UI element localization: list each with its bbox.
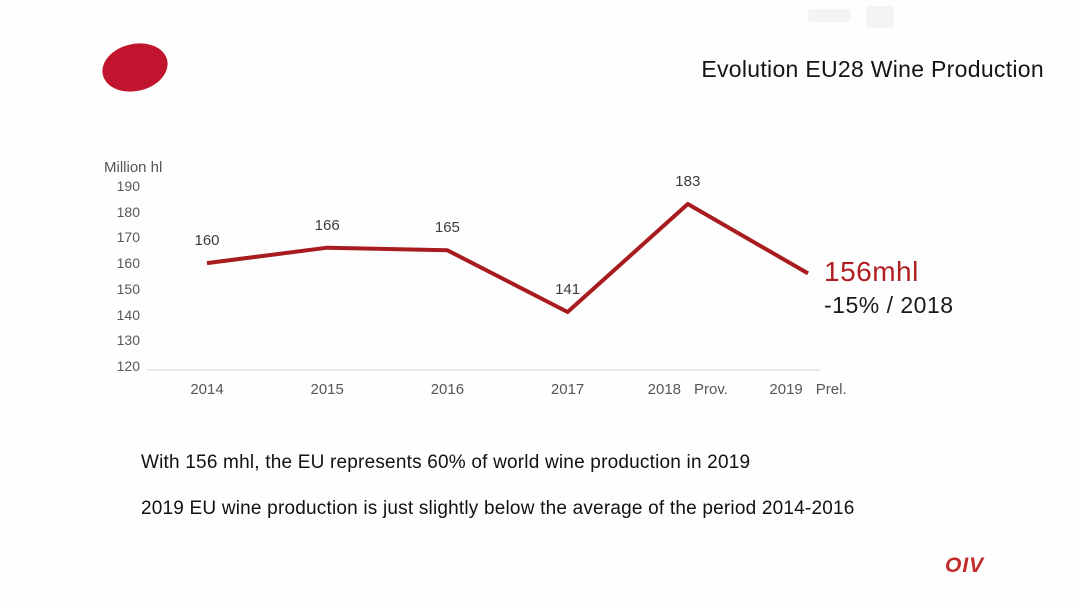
red-ellipse-logo-icon: [97, 37, 173, 98]
x-tick-year: 2018: [647, 381, 682, 398]
x-tick-suffix: Prel.: [815, 381, 847, 398]
x-axis-tick-label: 2017: [508, 381, 628, 398]
x-axis-tick-label: 2015: [267, 381, 387, 398]
y-axis-tick-label: 190: [116, 178, 140, 194]
x-tick-year: 2017: [550, 381, 585, 398]
y-axis-tick-label: 120: [116, 358, 140, 374]
watermark-remnant: [866, 6, 894, 28]
x-tick-year: 2019: [769, 381, 803, 398]
latest-value-annotation: 156mhl -15% / 2018: [824, 258, 954, 317]
data-point-label: 166: [314, 216, 340, 234]
y-axis-tick-label: 140: [116, 306, 140, 323]
footer-note-2: 2019 EU wine production is just slightly…: [141, 498, 855, 519]
y-axis-tick-label: 130: [116, 332, 140, 349]
watermark-remnant: [808, 9, 850, 22]
annotation-delta: -15% / 2018: [824, 292, 954, 318]
x-tick-suffix: Prov.: [694, 381, 728, 398]
y-axis-tick-label: 170: [116, 229, 140, 246]
annotation-value: 156mhl: [824, 256, 919, 287]
x-axis-tick-label: 2016: [387, 381, 507, 398]
data-point-label: 165: [434, 219, 460, 237]
y-axis-tick-label: 180: [116, 203, 140, 220]
x-axis-tick-label: 2019 Prel.: [748, 381, 868, 398]
x-tick-year: 2016: [430, 381, 465, 398]
page-title: Evolution EU28 Wine Production: [701, 56, 1044, 82]
data-point-label: 141: [555, 281, 581, 298]
x-axis-tick-label: 2018 Prov.: [628, 381, 748, 398]
y-axis-tick-label: 160: [116, 255, 140, 272]
x-axis-line: [147, 369, 820, 371]
x-tick-year: 2014: [190, 381, 224, 398]
y-axis-title: Million hl: [104, 159, 163, 176]
oiv-logo: OIV: [945, 554, 985, 577]
y-axis-tick-label: 150: [116, 280, 140, 297]
data-point-label: 183: [675, 173, 701, 190]
data-point-label: 160: [194, 232, 220, 250]
x-axis-tick-label: 2014: [147, 381, 267, 398]
x-tick-year: 2015: [310, 381, 344, 398]
footer-note-1: With 156 mhl, the EU represents 60% of w…: [141, 452, 751, 473]
